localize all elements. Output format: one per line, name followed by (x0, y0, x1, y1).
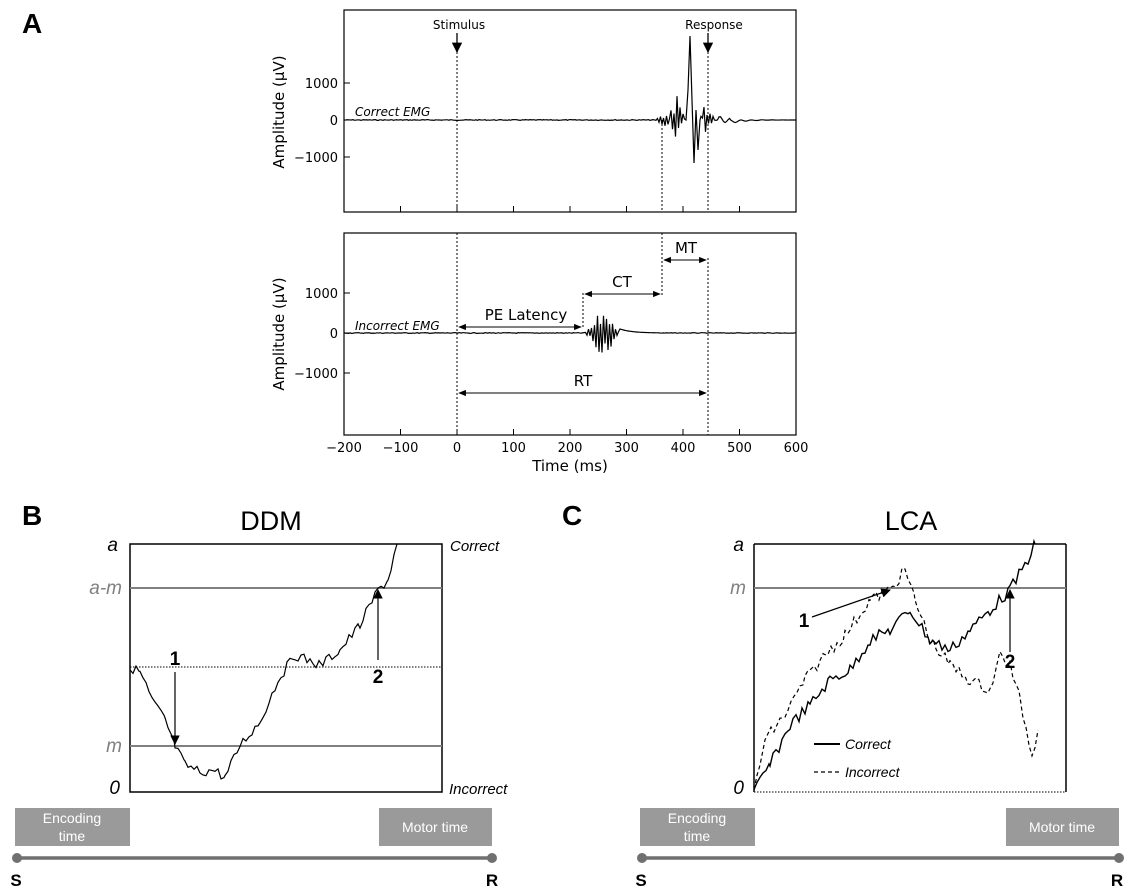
end-label-left: R (486, 871, 498, 890)
incorrect-emg-trace (343, 315, 796, 353)
ddm-incorrect-label: Incorrect (449, 781, 508, 798)
x-tick-label: 0 (453, 441, 461, 456)
ddm-level-a: a (107, 535, 118, 556)
x-tick-label: 500 (727, 441, 752, 456)
panel-a-top-plot: 1000 0 −1000 Amplitude (μV) Correct EMG … (270, 9, 797, 213)
encoding-time-label-left-1: Encoding (43, 810, 101, 826)
lca-marker-2: 2 (1005, 652, 1016, 673)
ct-label: CT (612, 273, 632, 291)
bottom-ytick-1000: 1000 (305, 287, 338, 302)
lca-incorrect-path (753, 567, 1039, 790)
x-tick-label: 300 (614, 441, 639, 456)
x-tick-label: 600 (784, 441, 809, 456)
response-label: Response (685, 18, 743, 32)
top-ytick-0: 0 (330, 114, 338, 129)
motor-time-box-right (1006, 808, 1119, 846)
motor-time-label-left: Motor time (402, 819, 468, 835)
panel-b-letter: B (22, 500, 42, 531)
mt-label: MT (675, 239, 698, 257)
lca-correct-path (753, 538, 1036, 790)
panel-a-bottom-plot: 1000 0 −1000 Amplitude (μV) Incorrect EM… (270, 206, 808, 475)
rt-label: RT (574, 372, 593, 390)
timeline-right: Encoding time Motor time S R (635, 808, 1124, 890)
lca-level-a: a (733, 535, 744, 556)
bottom-ylabel: Amplitude (μV) (270, 277, 288, 390)
lca-arrow-1 (811, 588, 891, 618)
panel-c-letter: C (562, 500, 582, 531)
ddm-frame (129, 543, 443, 793)
bottom-plot-frame (343, 232, 797, 436)
pe-latency-label: PE Latency (485, 306, 568, 324)
correct-emg-label: Correct EMG (355, 105, 430, 119)
correct-emg-trace (343, 35, 796, 164)
lca-level-m: m (730, 578, 746, 599)
x-tick-label: 100 (501, 441, 526, 456)
x-tick-label: −100 (383, 441, 419, 456)
ddm-level-a-minus-m: a-m (89, 578, 122, 599)
incorrect-emg-label: Incorrect EMG (355, 319, 440, 333)
lca-level-zero: 0 (733, 778, 744, 799)
stimulus-label: Stimulus (433, 18, 485, 32)
ddm-marker-2: 2 (373, 667, 384, 688)
ddm-diagram: a a-m m 0 Correct Incorrect 1 2 (89, 535, 508, 799)
x-tick-label: −200 (326, 441, 362, 456)
x-axis-ticks: −200 −100 0 100 200 300 400 500 600 (326, 206, 808, 456)
end-label-right: R (1111, 871, 1123, 890)
x-tick-label: 200 (558, 441, 583, 456)
start-label-right: S (635, 871, 646, 890)
x-axis-label: Time (ms) (531, 457, 608, 475)
bottom-ytick-neg1000: −1000 (294, 367, 338, 382)
bottom-ytick-0: 0 (330, 327, 338, 342)
encoding-time-label-right-2: time (684, 828, 711, 844)
ddm-correct-label: Correct (450, 538, 500, 555)
ddm-marker-1: 1 (170, 649, 181, 670)
ddm-level-m: m (106, 736, 122, 757)
timeline-left: Encoding time Motor time S R (10, 808, 498, 890)
x-tick-label: 400 (671, 441, 696, 456)
start-label-left: S (10, 871, 21, 890)
legend-incorrect-label: Incorrect (845, 764, 901, 780)
motor-time-label-right: Motor time (1029, 819, 1095, 835)
panel-a-letter: A (22, 8, 42, 39)
lca-marker-1: 1 (799, 611, 810, 632)
top-ytick-neg1000: −1000 (294, 151, 338, 166)
motor-time-box-left (379, 808, 492, 846)
ddm-title: DDM (240, 506, 302, 536)
top-ytick-1000: 1000 (305, 77, 338, 92)
encoding-time-label-right-1: Encoding (668, 810, 726, 826)
ddm-level-zero: 0 (109, 778, 120, 799)
lca-title: LCA (885, 506, 938, 536)
encoding-time-label-left-2: time (59, 828, 86, 844)
top-ylabel: Amplitude (μV) (270, 55, 288, 168)
legend-correct-label: Correct (845, 736, 892, 752)
encoding-time-box-left (15, 808, 130, 846)
encoding-time-box-right (640, 808, 755, 846)
lca-diagram: a m 0 1 2 Correct Incorrect (730, 535, 1067, 799)
